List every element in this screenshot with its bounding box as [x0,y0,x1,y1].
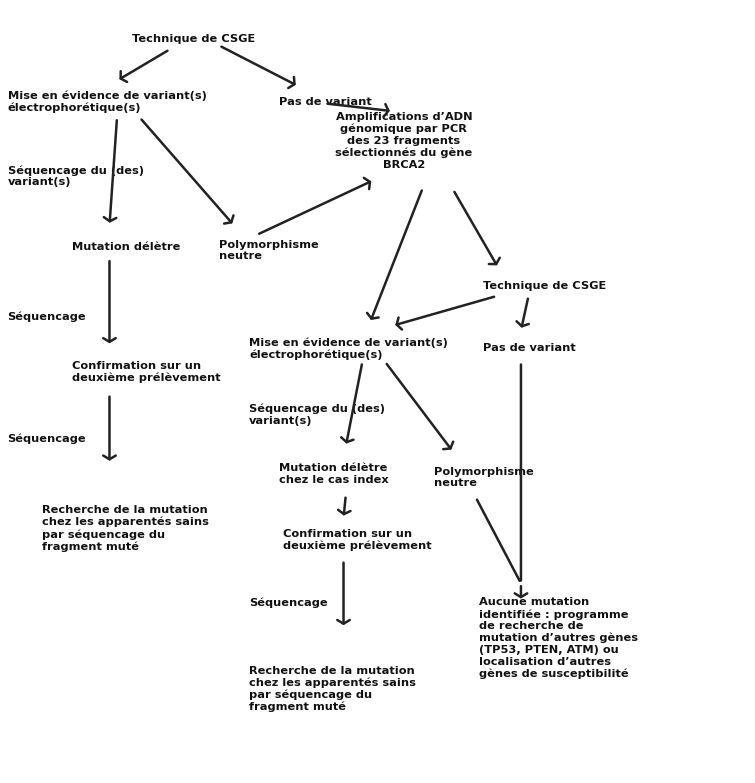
Text: Confirmation sur un
deuxième prélèvement: Confirmation sur un deuxième prélèvement [283,529,432,551]
Text: Technique de CSGE: Technique de CSGE [132,34,255,44]
Text: Pas de variant: Pas de variant [483,344,576,353]
Text: Polymorphisme
neutre: Polymorphisme neutre [219,240,319,262]
Text: Séquencage du (des)
variant(s): Séquencage du (des) variant(s) [8,165,143,187]
Text: Polymorphisme
neutre: Polymorphisme neutre [434,467,534,489]
Text: Technique de CSGE: Technique de CSGE [483,281,606,290]
Text: Mise en évidence de variant(s)
électrophorétique(s): Mise en évidence de variant(s) électroph… [8,91,206,113]
Text: Mise en évidence de variant(s)
électrophorétique(s): Mise en évidence de variant(s) électroph… [249,337,448,359]
Text: Recherche de la mutation
chez les apparentés sains
par séquencage du
fragment mu: Recherche de la mutation chez les appare… [249,666,416,713]
Text: Mutation délètre: Mutation délètre [72,242,180,251]
Text: Séquencage: Séquencage [8,433,86,444]
Text: Amplifications d’ADN
génomique par PCR
des 23 fragments
sélectionnés du gène
BRC: Amplifications d’ADN génomique par PCR d… [335,112,473,170]
Text: Séquencage: Séquencage [249,597,328,608]
Text: Pas de variant: Pas de variant [279,97,372,106]
Text: Confirmation sur un
deuxième prélèvement: Confirmation sur un deuxième prélèvement [72,361,220,383]
Text: Séquencage du (des)
variant(s): Séquencage du (des) variant(s) [249,404,385,426]
Text: Mutation délètre
chez le cas index: Mutation délètre chez le cas index [279,463,389,485]
Text: Recherche de la mutation
chez les apparentés sains
par séquencage du
fragment mu: Recherche de la mutation chez les appare… [42,505,208,552]
Text: Aucune mutation
identifiée : programme
de recherche de
mutation d’autres gènes
(: Aucune mutation identifiée : programme d… [479,597,639,679]
Text: Séquencage: Séquencage [8,312,86,323]
